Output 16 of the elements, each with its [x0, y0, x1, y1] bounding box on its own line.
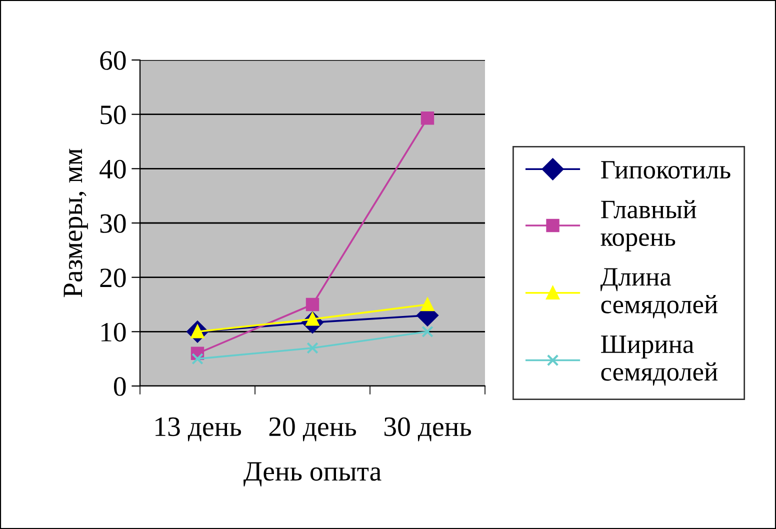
x-axis-title: День опыта [244, 462, 382, 486]
y-axis-title: Размеры, мм [64, 148, 88, 298]
y-tick-label: 20 [100, 268, 126, 288]
legend-label: Длина семядолей [600, 268, 718, 318]
y-tick-label: 0 [114, 377, 126, 396]
x-tick-label: 13 день [156, 417, 242, 442]
y-tick-label: 40 [100, 160, 126, 179]
x-tick-label: 20 день [269, 417, 356, 442]
x-tick-label: 30 день [384, 417, 472, 442]
legend-label: Главный корень [600, 200, 696, 252]
y-tick-label: 60 [100, 51, 126, 70]
y-tick-label: 50 [100, 106, 126, 124]
legend-label: Ширина семядолей [601, 336, 718, 386]
legend-label: Гипокотиль [601, 161, 730, 179]
y-tick-label: 10 [101, 322, 126, 342]
y-tick-label: 30 [100, 214, 126, 233]
